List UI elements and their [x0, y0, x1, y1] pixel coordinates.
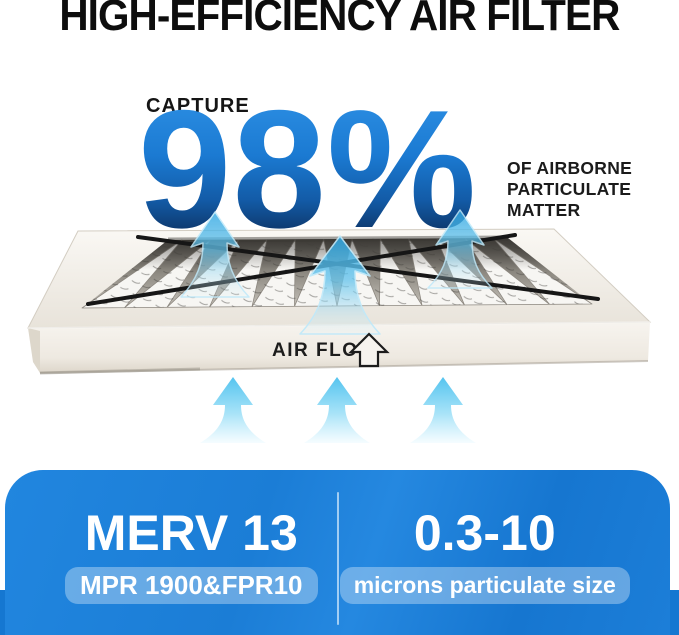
airborne-line-2: PARTICULATE: [507, 179, 632, 199]
intake-arrow-right: [410, 377, 476, 443]
intake-arrow-left: [200, 377, 266, 443]
micron-size-badge: microns particulate size: [339, 567, 630, 604]
airflow-arrow-left: [180, 211, 250, 298]
spec-merv-column: MERV 13 MPR 1900&FPR10: [25, 470, 358, 635]
airflow-outline-arrow-icon: [348, 332, 390, 368]
page-title: HIGH-EFFICIENCY AIR FILTER: [0, 0, 679, 38]
airflow-arrow-right: [427, 209, 493, 289]
panel-divider: [336, 492, 339, 625]
micron-range-value: 0.3-10: [413, 505, 556, 561]
intake-arrow-center: [304, 377, 370, 443]
spec-panel: MERV 13 MPR 1900&FPR10 0.3-10 microns pa…: [5, 470, 670, 635]
airflow-through-arrows: [180, 209, 493, 335]
airborne-line-3: MATTER: [507, 200, 581, 220]
mpr-fpr-badge: MPR 1900&FPR10: [64, 567, 318, 604]
airborne-subtext: OF AIRBORNE PARTICULATE MATTER: [507, 158, 632, 221]
percent-value: 98%: [138, 75, 478, 263]
page-title-text: HIGH-EFFICIENCY AIR FILTER: [59, 0, 620, 40]
airflow-arrow-center: [299, 235, 381, 335]
airflow-label: AIR FLOW: [272, 340, 378, 361]
spec-micron-column: 0.3-10 microns particulate size: [319, 470, 652, 635]
airborne-line-1: OF AIRBORNE: [507, 158, 633, 178]
capture-label: CAPTURE: [146, 95, 250, 118]
intake-arrows: [200, 377, 476, 443]
merv-rating-value: MERV 13: [84, 505, 298, 561]
